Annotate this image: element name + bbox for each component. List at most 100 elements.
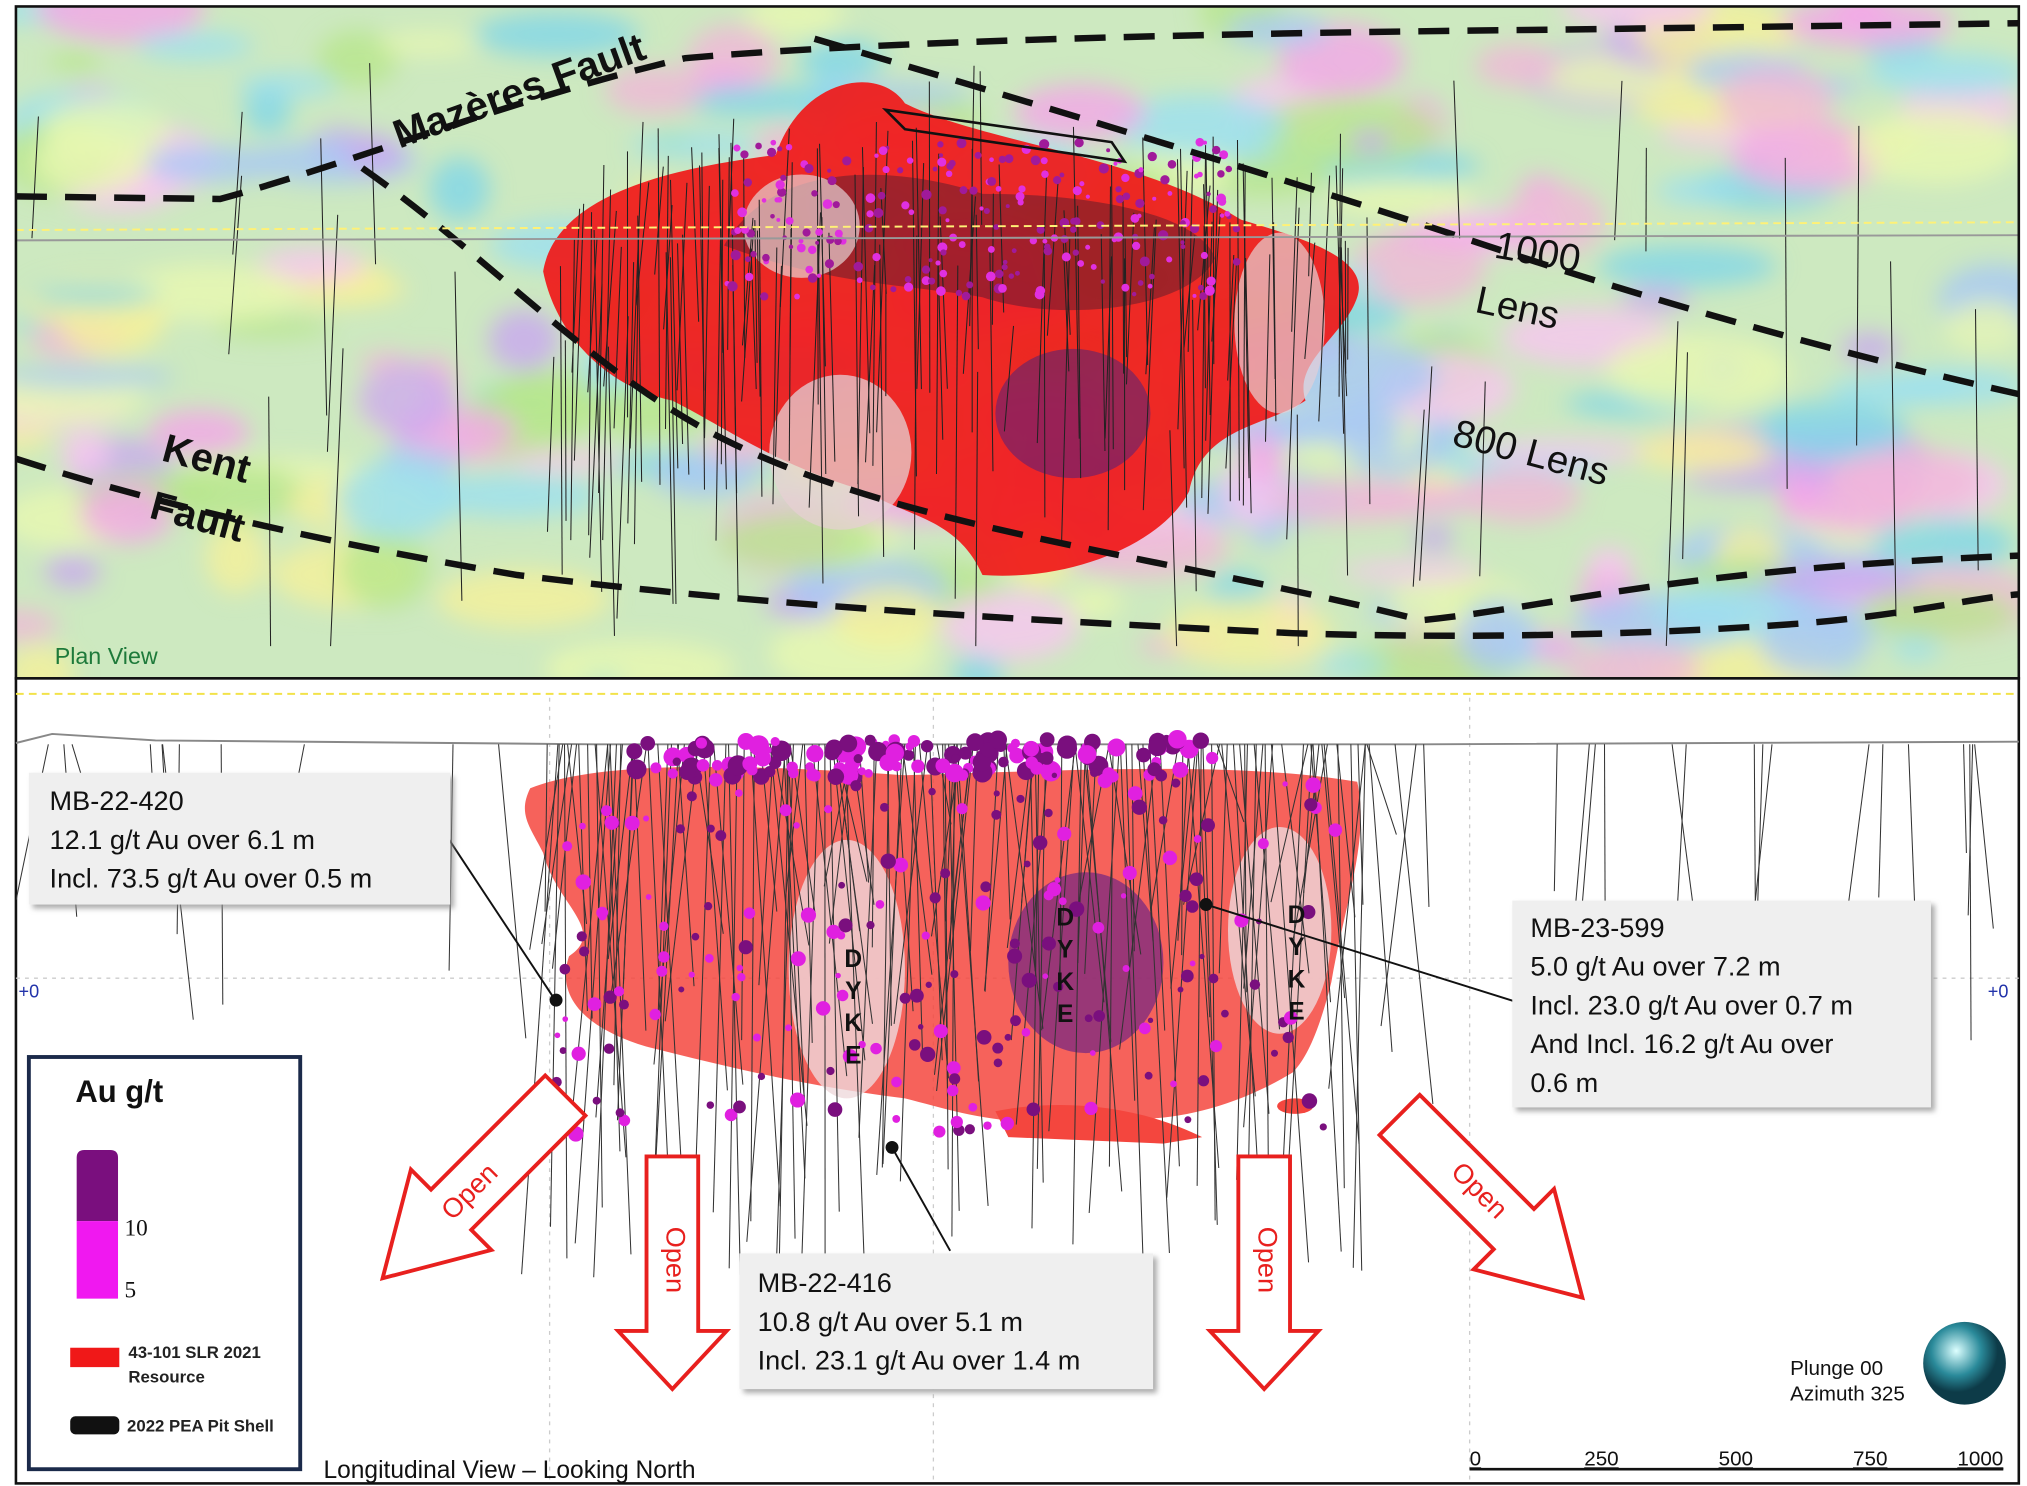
drill-trace xyxy=(832,744,866,1061)
drill-trace xyxy=(913,235,918,550)
drill-trace xyxy=(779,128,790,308)
assay-point xyxy=(946,1061,961,1075)
assay-point xyxy=(945,170,953,178)
drill-trace xyxy=(1243,744,1264,989)
field-anomaly xyxy=(336,461,456,539)
assay-point xyxy=(858,1040,866,1049)
assay-point xyxy=(945,218,950,223)
resource-shape xyxy=(524,766,1361,1122)
assay-point xyxy=(1053,981,1064,992)
field-anomaly xyxy=(159,463,305,523)
assay-point xyxy=(678,986,685,993)
assay-point xyxy=(704,953,714,963)
drill-trace xyxy=(31,116,39,239)
drill-trace xyxy=(1072,744,1082,1245)
callout-title: MB-23-599 xyxy=(1530,912,1664,943)
assay-point xyxy=(1122,964,1130,973)
assay-point xyxy=(1135,198,1145,209)
assay-point xyxy=(1023,860,1031,868)
assay-point xyxy=(775,180,785,190)
assay-point xyxy=(777,146,783,152)
topography-line xyxy=(15,234,2019,242)
assay-point xyxy=(966,281,974,289)
callout-line: 0.6 m xyxy=(1530,1067,1598,1098)
drill-trace xyxy=(1216,744,1245,823)
field-anomaly xyxy=(1827,374,1963,407)
drill-trace xyxy=(1179,148,1188,508)
assay-point xyxy=(824,805,833,814)
drill-trace xyxy=(979,71,983,225)
callout-title: MB-22-416 xyxy=(758,1267,892,1298)
assay-point xyxy=(613,986,625,997)
assay-point xyxy=(956,769,969,781)
assay-point xyxy=(827,176,837,186)
field-anomaly xyxy=(1634,433,1768,472)
assay-point xyxy=(1041,170,1049,178)
assay-point xyxy=(908,209,915,216)
callout-title: MB-22-420 xyxy=(50,785,184,816)
assay-point xyxy=(950,970,959,979)
assay-point xyxy=(1132,241,1141,251)
callout-line: Incl. 23.0 g/t Au over 0.7 m xyxy=(1530,989,1853,1020)
drill-trace xyxy=(1291,177,1298,332)
drill-trace xyxy=(1287,744,1313,1177)
assay-point xyxy=(904,276,912,283)
field-anomaly xyxy=(1778,471,1818,523)
assay-point xyxy=(1199,292,1208,301)
drill-trace xyxy=(1236,139,1240,501)
assay-point xyxy=(1077,260,1085,267)
assay-point xyxy=(1084,1014,1093,1023)
drill-trace xyxy=(1270,744,1309,903)
assay-point xyxy=(989,157,994,163)
assay-point xyxy=(743,178,753,187)
drill-trace xyxy=(228,175,243,355)
assay-point xyxy=(1004,154,1014,164)
assay-point xyxy=(785,1024,792,1032)
assay-point xyxy=(917,1024,924,1030)
field-anomaly xyxy=(356,364,454,437)
assay-point xyxy=(1010,1015,1021,1027)
drill-trace xyxy=(1170,744,1197,989)
assay-point xyxy=(955,289,963,297)
assay-point xyxy=(776,217,781,222)
drill-trace xyxy=(1125,212,1135,385)
field-anomaly xyxy=(1853,109,2019,185)
drill-trace xyxy=(1077,744,1087,964)
assay-point xyxy=(877,191,886,200)
assay-point xyxy=(891,1076,902,1088)
dyke-label: DYKE xyxy=(840,946,867,1075)
assay-point xyxy=(760,292,769,301)
drill-trace xyxy=(817,235,824,584)
assay-point xyxy=(1060,235,1069,243)
drill-trace xyxy=(951,744,955,1237)
drill-trace xyxy=(1192,299,1197,592)
open-arrow: Open xyxy=(1205,1154,1323,1392)
drill-trace xyxy=(1974,309,1979,571)
assay-point xyxy=(1008,273,1015,279)
assay-point xyxy=(1208,973,1219,984)
assay-point xyxy=(980,742,996,758)
field-anomaly xyxy=(1567,643,1701,679)
callout-line: 10.8 g/t Au over 5.1 m xyxy=(758,1306,1023,1337)
drill-trace xyxy=(1177,170,1188,430)
long-caption: Longitudinal View – Looking North xyxy=(323,1457,695,1484)
assay-point xyxy=(1170,1080,1177,1088)
assay-point xyxy=(618,1114,631,1127)
assay-point xyxy=(853,754,863,764)
drill-trace xyxy=(1967,744,1974,916)
assay-point xyxy=(1072,249,1079,256)
drill-trace xyxy=(1201,145,1207,498)
callout: MB-23-599 5.0 g/t Au over 7.2 m Incl. 23… xyxy=(1512,900,1931,1108)
drill-trace xyxy=(1271,177,1276,379)
assay-point xyxy=(979,206,984,211)
assay-point xyxy=(908,1039,921,1051)
drill-trace xyxy=(1969,744,1972,1041)
drill-trace xyxy=(1104,256,1113,439)
drill-trace xyxy=(567,744,588,924)
drill-trace xyxy=(728,744,738,1269)
drill-trace xyxy=(1142,219,1157,511)
assay-point xyxy=(743,907,756,919)
assay-point xyxy=(626,743,643,760)
assay-point xyxy=(836,989,849,1002)
scale-bar: 0 250 500 750 1000 xyxy=(1469,1447,2004,1471)
